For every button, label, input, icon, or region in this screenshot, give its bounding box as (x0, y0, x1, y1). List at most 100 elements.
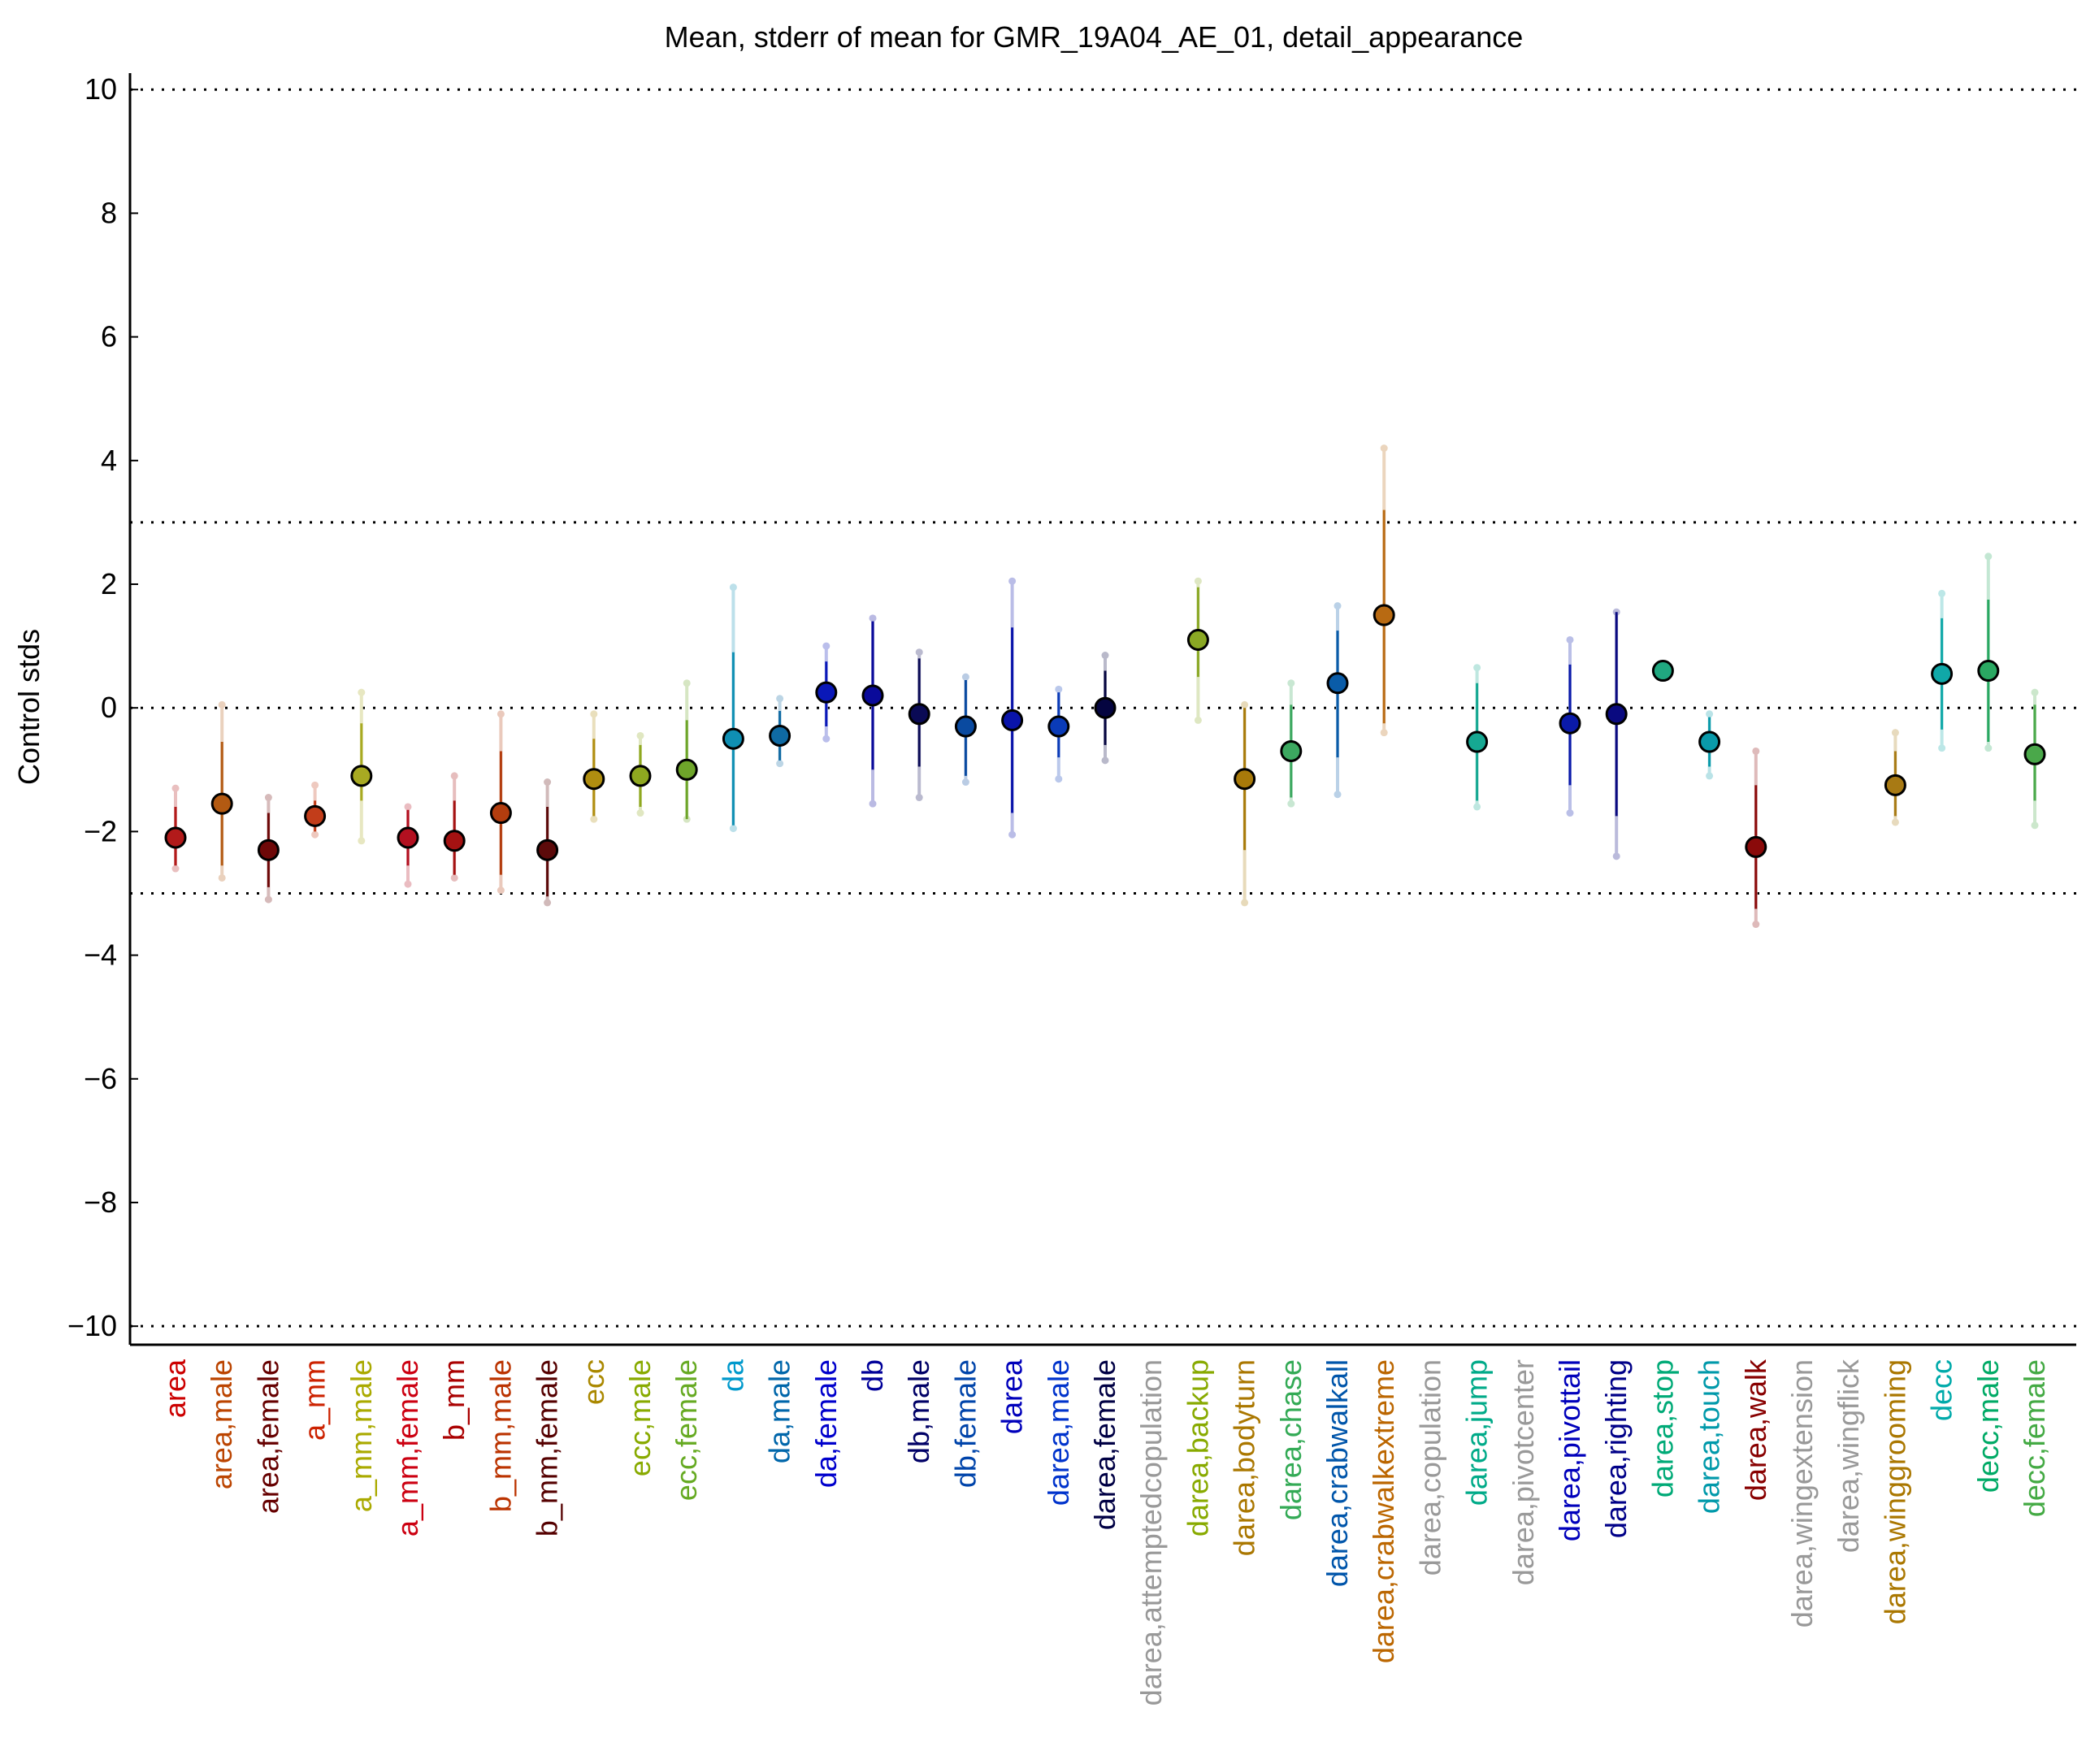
x-tick-label: a_mm,male (345, 1359, 378, 1512)
x-tick-label: darea,wingextension (1785, 1359, 1819, 1627)
extent-point (590, 815, 598, 823)
x-tick-label: darea,winggrooming (1878, 1359, 1911, 1624)
mean-marker (954, 715, 977, 738)
extent-point (171, 784, 180, 792)
mean-marker (489, 802, 512, 825)
mean-marker (1326, 672, 1349, 695)
extent-point (544, 778, 552, 787)
mean-marker (1234, 768, 1256, 791)
y-tick-label: −10 (67, 1309, 117, 1342)
extent-point (1984, 553, 1993, 561)
x-tick-label: area,female (251, 1359, 284, 1514)
extent-point (1008, 577, 1017, 585)
extent-point (404, 803, 412, 811)
axes (128, 73, 2076, 1346)
x-tick-label: darea,jump (1460, 1359, 1494, 1506)
x-tick-label: darea,crabwalkall (1321, 1359, 1354, 1587)
y-tick-label: −2 (84, 814, 117, 847)
extent-point (1380, 729, 1388, 737)
y-axis-label: Control stds (12, 629, 46, 785)
x-tick-label: darea,touch (1693, 1359, 1726, 1514)
extent-point (1055, 685, 1063, 693)
extent-point (636, 809, 644, 817)
extent-point (1984, 744, 1993, 752)
extent-point (1101, 756, 1109, 765)
x-tick-label: darea,backup (1181, 1359, 1214, 1536)
x-tick-label: ecc,female (670, 1359, 703, 1501)
mean-marker (908, 703, 930, 726)
extent-point (1334, 791, 1342, 799)
y-tick-label: −4 (84, 938, 117, 972)
x-tick-label: db,male (902, 1359, 935, 1463)
extent-point (1194, 716, 1202, 724)
extent-point (218, 700, 226, 709)
mean-marker (1651, 660, 1674, 683)
x-tick-label: decc,female (2018, 1359, 2051, 1517)
mean-marker (1280, 739, 1303, 762)
x-tick-label: darea,walk (1739, 1359, 1772, 1501)
mean-marker (2023, 743, 2046, 765)
extent-point (497, 710, 505, 718)
extent-point (683, 679, 691, 687)
extent-point (358, 688, 366, 696)
mean-marker (350, 765, 373, 787)
extent-point (1055, 775, 1063, 783)
y-tick-label: 0 (101, 691, 117, 724)
y-tick-label: 10 (85, 72, 117, 106)
extent-point (450, 873, 458, 882)
extent-point (1706, 710, 1714, 718)
error-bars (174, 509, 2036, 909)
extent-point (1891, 729, 1899, 737)
x-tick-label: db (856, 1359, 889, 1392)
x-tick-label: darea,righting (1599, 1359, 1633, 1538)
x-tick-label: da,female (809, 1359, 843, 1488)
x-tick-label: b_mm,male (484, 1359, 517, 1512)
extent-point (1473, 803, 1481, 811)
mean-marker (397, 826, 419, 849)
mean-marker (815, 681, 838, 704)
extent-point (729, 825, 737, 833)
x-tick-label: darea,attemptedcopulation (1134, 1359, 1168, 1705)
extent-point (1241, 700, 1249, 709)
x-tick-label: darea,copulation (1413, 1359, 1446, 1575)
extent-point (311, 781, 319, 789)
mean-marker (861, 684, 884, 707)
extent-point (264, 794, 272, 802)
mean-marker (1466, 730, 1489, 753)
x-tick-label: darea,crabwalkextreme (1367, 1359, 1400, 1663)
extent-point (822, 642, 830, 650)
extent-point (1752, 747, 1760, 755)
extent-point (1566, 809, 1574, 817)
mean-marker (1186, 628, 1209, 651)
mean-marker (164, 826, 187, 849)
x-tick-label: darea,bodyturn (1228, 1359, 1261, 1556)
mean-marker (536, 839, 559, 861)
y-tick-label: −8 (84, 1185, 117, 1219)
extent-point (497, 886, 505, 895)
y-tick-label: −6 (84, 1062, 117, 1095)
mean-marker (1884, 774, 1906, 796)
mean-marker (1605, 703, 1628, 726)
x-tick-labels: area area,male area,female a_mm a_mm,male a_m… (158, 1359, 2051, 1705)
extent-point (1334, 602, 1342, 610)
extent-point (311, 830, 319, 839)
extent-point (869, 800, 877, 808)
x-tick-label: darea,pivottail (1553, 1359, 1586, 1541)
x-tick-label: area,male (205, 1359, 238, 1489)
extent-point (171, 865, 180, 873)
extent-point (915, 794, 923, 802)
x-tick-label: ecc (577, 1359, 610, 1405)
x-tick-label: darea,pivotcenter (1507, 1359, 1540, 1585)
x-tick-label: b_mm,female (531, 1359, 564, 1536)
mean-markers (164, 604, 2046, 861)
extent-point (1008, 830, 1017, 839)
chart-title: Mean, stderr of mean for GMR_19A04_AE_01… (665, 20, 1524, 54)
y-tick-label: 6 (101, 320, 117, 353)
mean-marker (1094, 696, 1117, 719)
extent-point (1566, 635, 1574, 644)
mean-marker (629, 765, 652, 787)
mean-marker (257, 839, 280, 861)
x-tick-label: darea,wingflick (1832, 1359, 1865, 1553)
